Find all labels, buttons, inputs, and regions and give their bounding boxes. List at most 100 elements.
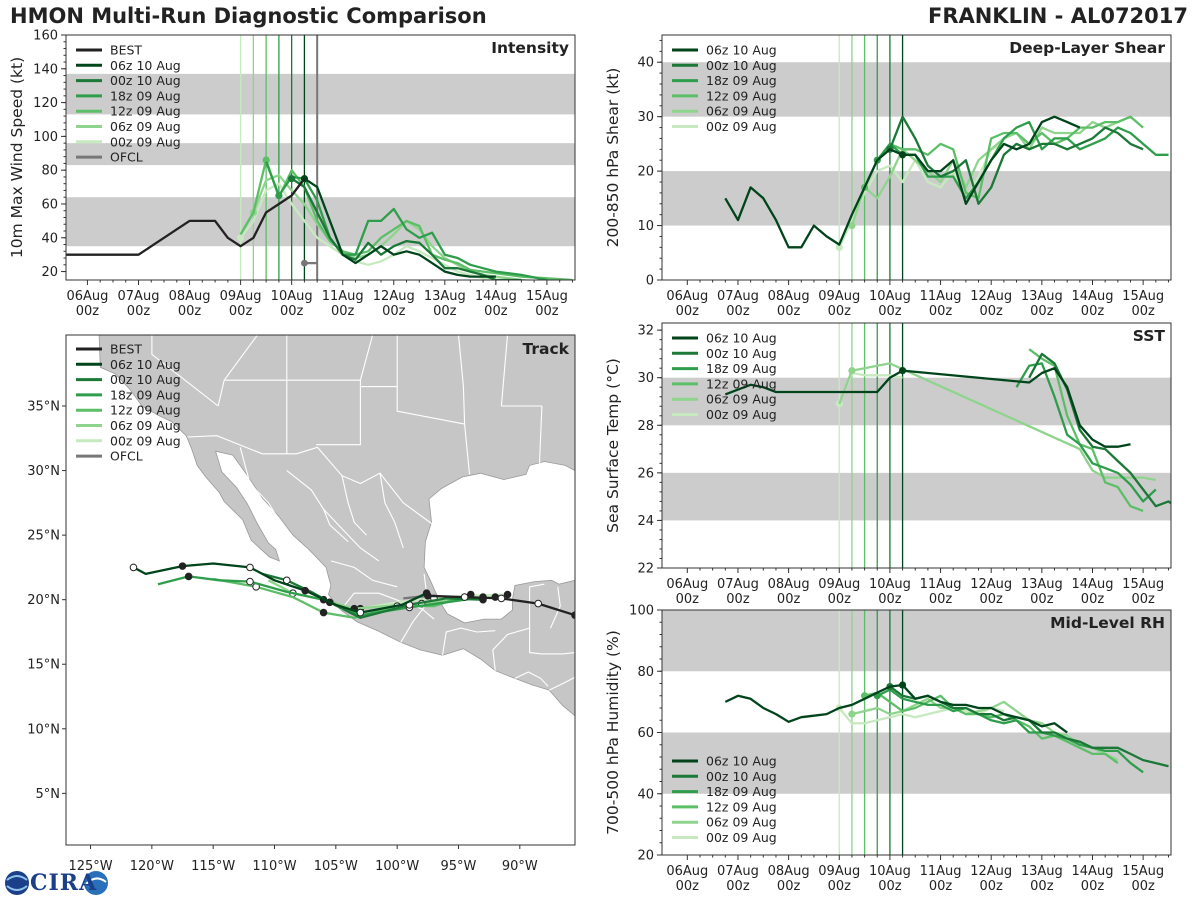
political-border — [151, 335, 219, 407]
x-tick-label-day: 09Aug — [818, 289, 860, 304]
track-position-marker — [503, 590, 512, 599]
lon-tick-label: 100°W — [375, 859, 419, 874]
page-title: HMON Multi-Run Diagnostic Comparison — [10, 4, 487, 28]
intensity-panel: 2040608010012014016006Aug00z07Aug00z08Au… — [8, 29, 576, 319]
storm-id-title: FRANKLIN - AL072017 — [927, 4, 1188, 28]
x-tick-label-day: 15Aug — [1122, 577, 1164, 592]
x-tick-label-day: 13Aug — [1021, 864, 1063, 879]
rh-legend-label: 12z 09 Aug — [706, 799, 777, 814]
x-tick-label-day: 09Aug — [818, 577, 860, 592]
y-tick-label: 20 — [637, 849, 654, 864]
series-line-12z-09-aug — [863, 115, 1144, 200]
political-border — [541, 652, 575, 655]
intensity-legend-label: BEST — [110, 43, 142, 58]
x-tick-label-hour: 00z — [535, 304, 559, 319]
cira-logo: CIRA — [4, 868, 109, 898]
track-position-marker — [460, 593, 469, 601]
x-tick-label-hour: 00z — [726, 879, 750, 894]
sst-axes-frame — [661, 322, 1172, 569]
track-axes-frame — [65, 334, 576, 846]
x-tick-label-hour: 00z — [726, 592, 750, 607]
y-tick-label: 40 — [41, 231, 58, 246]
sst-legend-label: 06z 10 Aug — [706, 331, 777, 346]
sst-legend-label: 12z 09 Aug — [706, 376, 777, 391]
init-point — [848, 710, 856, 718]
y-tick-label: 100 — [33, 130, 58, 145]
intensity-legend-label: 06z 09 Aug — [110, 119, 181, 134]
shear-plot-area — [662, 35, 1171, 280]
x-tick-label-hour: 00z — [76, 304, 100, 319]
x-tick-label-day: 12Aug — [373, 289, 415, 304]
x-tick-label-day: 14Aug — [1072, 289, 1114, 304]
y-tick-label: 40 — [637, 56, 654, 71]
x-tick-label-day: 07Aug — [717, 864, 759, 879]
x-tick-label-day: 15Aug — [1122, 864, 1164, 879]
track-position-marker — [571, 611, 575, 619]
x-tick-label-day: 06Aug — [666, 577, 708, 592]
series-line-06z-10-aug — [303, 177, 496, 278]
x-tick-label-hour: 00z — [1030, 879, 1054, 894]
track-line-12z-09-aug — [212, 577, 472, 619]
rh-plot-area — [662, 610, 1171, 855]
threshold-band — [662, 732, 1171, 794]
political-border — [441, 627, 496, 656]
y-tick-label: 160 — [33, 29, 58, 44]
lon-tick-label: 120°W — [130, 859, 174, 874]
y-tick-label: 100 — [629, 604, 654, 619]
threshold-band — [662, 610, 1171, 672]
x-tick-label-hour: 00z — [777, 879, 801, 894]
x-tick-label-hour: 00z — [828, 304, 852, 319]
x-tick-label-hour: 00z — [828, 879, 852, 894]
track-legend-label: 00z 10 Aug — [110, 372, 181, 387]
sst-title: SST — [1133, 327, 1166, 345]
track-line-00z-10-aug — [261, 572, 484, 619]
track-position-marker — [301, 586, 309, 595]
y-tick-label: 24 — [637, 514, 654, 529]
sst-legend-label: 00z 09 Aug — [706, 407, 777, 422]
political-border — [549, 586, 561, 629]
x-tick-label-hour: 00z — [178, 304, 202, 319]
x-tick-label-day: 06Aug — [666, 289, 708, 304]
x-tick-label-hour: 00z — [1131, 592, 1155, 607]
init-point — [275, 191, 283, 200]
x-tick-label-day: 13Aug — [1021, 577, 1063, 592]
y-tick-label: 32 — [637, 324, 654, 339]
political-border — [341, 475, 367, 536]
track-panel: 125°W 120°W 115°W 110°W 105°W 100°W 95°W 90°W 5°… — [27, 334, 576, 874]
lat-tick-label: 20°N — [27, 593, 60, 608]
series-line-18z-09-aug — [1015, 362, 1157, 503]
political-border — [514, 671, 549, 687]
init-point — [835, 243, 843, 251]
track-legend-label: 12z 09 Aug — [110, 403, 181, 418]
sst-plot-area — [662, 323, 1171, 568]
series-line-06z-10-aug — [724, 367, 1131, 448]
political-border — [492, 627, 542, 671]
x-tick-label-hour: 00z — [1131, 879, 1155, 894]
x-tick-label-day: 13Aug — [424, 289, 466, 304]
x-tick-label-day: 11Aug — [920, 289, 962, 304]
shear-legend-label: 06z 09 Aug — [706, 104, 777, 119]
rh-legend-label: 00z 09 Aug — [706, 830, 777, 845]
track-legend-label: 18z 09 Aug — [110, 387, 181, 402]
x-tick-label-day: 13Aug — [1021, 289, 1063, 304]
x-tick-label-day: 12Aug — [970, 864, 1012, 879]
x-tick-label-hour: 00z — [1081, 592, 1105, 607]
series-line-18z-09-aug — [876, 120, 1169, 200]
rh-legend-label: 06z 10 Aug — [706, 754, 777, 769]
init-point — [848, 366, 856, 375]
political-border — [548, 676, 575, 691]
x-tick-label-day: 11Aug — [920, 864, 962, 879]
y-tick-label: 28 — [637, 419, 654, 434]
track-legend-label: 00z 09 Aug — [110, 433, 181, 448]
x-tick-label-hour: 00z — [980, 592, 1004, 607]
political-border — [217, 335, 259, 407]
shear-legend-label: 00z 09 Aug — [706, 119, 777, 134]
series-line-06z-10-aug — [724, 683, 1068, 734]
y-tick-label: 22 — [637, 562, 654, 577]
x-tick-label-hour: 00z — [777, 592, 801, 607]
political-border — [323, 508, 380, 562]
track-plot-area — [66, 335, 575, 845]
x-tick-label-day: 07Aug — [118, 289, 160, 304]
track-legend-label: 06z 09 Aug — [110, 418, 181, 433]
